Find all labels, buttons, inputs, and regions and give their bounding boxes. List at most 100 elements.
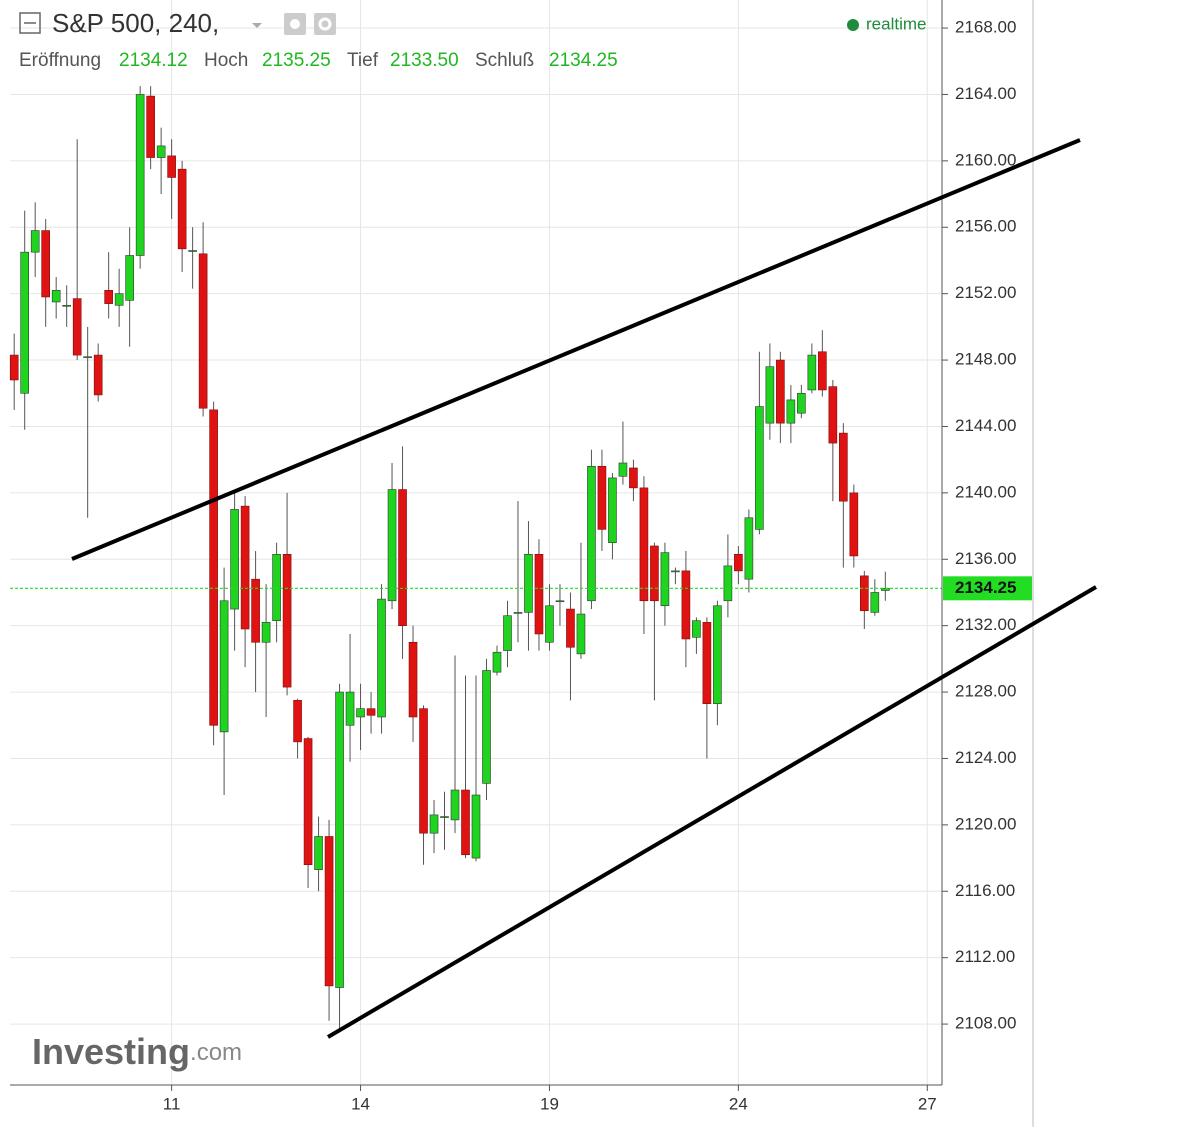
candle-body [818,351,827,391]
candle-body [734,553,743,572]
ohlc-value: 2135.25 [262,50,331,71]
y-tick-label: 2140.00 [955,482,1016,501]
candle-body [860,575,869,612]
candle-body [702,622,712,704]
y-tick-label: 2120.00 [955,814,1016,833]
candle-body [41,230,50,298]
candle-body [765,366,775,424]
candle-body [650,545,659,602]
ohlc-value: 2134.12 [119,50,188,71]
candle-body [167,155,176,178]
trend-line-lower [326,585,1098,1039]
candle-body [471,794,481,859]
settings-icon-gear [318,17,332,31]
candle-body [51,290,61,303]
candle-body [62,304,71,307]
y-tick-label: 2156.00 [955,217,1016,236]
candle-body [671,570,680,573]
candle-body [30,230,40,253]
candle-body [219,600,229,733]
candle-body [608,477,617,543]
candle-body [209,409,218,726]
y-tick-label: 2160.00 [955,150,1016,169]
candle-body [9,354,19,381]
candle-body [125,255,134,301]
last-price-box [943,576,1032,601]
candle-body [261,622,271,643]
candle-body [513,612,523,614]
x-tick-label: 24 [729,1094,748,1113]
ohlc-label: Hoch [204,50,248,71]
y-tick-label: 2132.00 [955,615,1016,634]
watermark: Investing.com [32,1031,242,1072]
ohlc-row: Eröffnung 2134.12 Hoch 2135.25 Tief 2133… [19,50,618,71]
ohlc-value: 2133.50 [390,50,459,71]
y-tick-label: 2148.00 [955,350,1016,369]
y-tick-label: 2168.00 [955,18,1016,37]
candle-body [146,95,155,158]
candle-body [597,466,607,530]
candle-body [786,399,796,424]
candle-body [272,553,281,621]
settings-icon[interactable] [314,13,336,35]
candle-body [545,605,554,643]
status-text: realtime [866,14,926,33]
candle-body [93,354,103,396]
candle-body [587,466,596,602]
candle-body [429,814,439,834]
candle-body [377,598,386,718]
ohlc-value: 2134.25 [549,50,618,71]
status-dot [847,19,859,31]
y-tick-label: 2124.00 [955,748,1016,767]
symbol-title: S&P 500, 240, [52,8,219,38]
candle-body [135,94,145,256]
candle-body [387,489,397,602]
watermark-brand: Investing [32,1031,190,1072]
candle-body [240,505,250,630]
candle-body [797,392,806,414]
candle-body [83,356,92,359]
candle-body [251,578,260,643]
y-tick-label: 2116.00 [955,881,1015,900]
candle-body [660,552,670,607]
candle-body [639,487,649,602]
candle-body [356,708,365,718]
candle-body [776,359,785,424]
dropdown-arrow[interactable] [252,23,262,28]
candle-body [450,789,460,821]
candle-body [72,298,82,356]
candle-body [566,608,575,648]
candle-body [744,517,754,580]
candle-body [114,293,124,306]
candle-body [419,708,428,834]
eye-icon-pupil [290,19,300,29]
candle-body [198,253,208,409]
candle-body [440,816,449,818]
candle-body [324,836,334,987]
candle-body [335,691,344,988]
x-tick-label: 14 [351,1094,370,1113]
candle-body [20,251,29,394]
candle-body [524,553,533,613]
candle-body [492,651,502,673]
candle-body [629,467,638,489]
collapse-icon[interactable] [19,12,41,34]
candle-body [303,738,313,866]
candle-body [839,432,848,502]
candle-body [282,553,292,688]
candle-body [314,836,323,870]
ohlc-label: Tief [347,50,379,71]
x-tick-label: 19 [540,1094,559,1113]
candle-body [461,789,470,856]
y-tick-label: 2112.00 [955,947,1015,966]
candle-body [177,168,187,250]
candle-body [345,691,355,726]
axes: 2108.00 2112.00 2116.00 2120.00 2124.00 2128.… [163,18,1032,1113]
trend-line-upper [71,138,1081,561]
candle-body [618,462,628,477]
candle-body [576,613,586,655]
x-tick-label: 27 [918,1094,937,1113]
last-price-label: 2134.25 [955,578,1016,597]
candle-body [681,570,691,640]
